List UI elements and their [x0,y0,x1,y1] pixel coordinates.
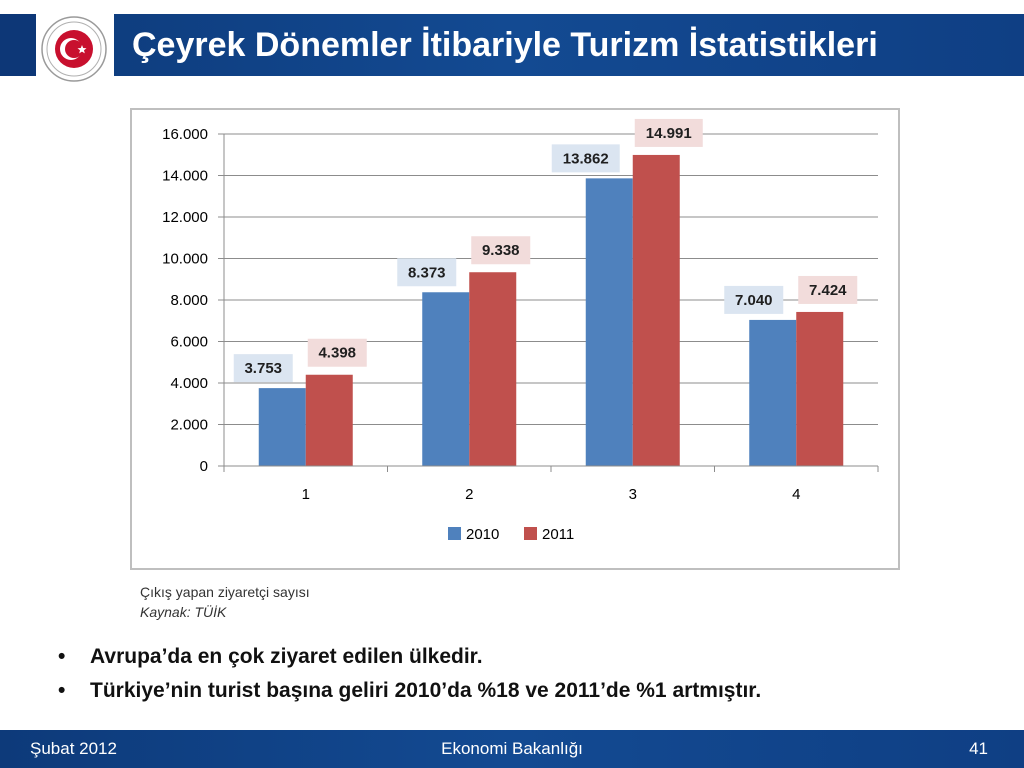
x-tick-label: 4 [792,486,800,503]
data-label-bg [307,338,367,367]
y-tick-label: 6.000 [170,334,208,351]
y-tick-label: 10.000 [162,251,208,268]
legend-swatch [448,527,461,540]
data-label: 7.040 [735,292,773,309]
bar-2010-q1 [258,388,306,466]
x-tick-label: 3 [629,486,637,503]
bullet-marker: • [58,679,66,702]
y-tick-label: 14.000 [162,168,208,185]
legend-label: 2010 [466,526,499,543]
bar-2010-q3 [585,178,633,466]
legend-swatch [524,527,537,540]
data-label: 3.753 [244,360,282,377]
bar-2011-q3 [632,154,680,466]
y-tick-label: 2.000 [170,417,208,434]
y-tick-label: 4.000 [170,375,208,392]
bullet-marker: • [58,645,66,668]
y-tick-label: 0 [200,458,208,475]
header-bar [0,14,1024,76]
chart-description: Çıkış yapan ziyaretçi sayısı [140,584,310,600]
data-label-bg [233,354,293,383]
bar-2011-q2 [469,272,517,466]
footer-date: Şubat 2012 [30,739,117,758]
bar-2011-q4 [796,311,844,466]
bullet-item: • Avrupa’da en çok ziyaret edilen ülkedir… [58,640,761,674]
x-tick-label: 2 [465,486,473,503]
bullet-list: • Avrupa’da en çok ziyaret edilen ülkedir… [58,640,761,708]
chart-caption: Çıkış yapan ziyaretçi sayısı Kaynak: TÜİ… [140,582,310,622]
header-accent-block [0,14,36,76]
bullet-text: Türkiye’nin turist başına geliri 2010’da… [90,679,762,702]
data-label: 14.991 [646,125,692,142]
y-tick-label: 8.000 [170,292,208,309]
chart-source: Kaynak: TÜİK [140,604,227,620]
bar-2011-q1 [305,374,353,466]
bullet-text: Avrupa’da en çok ziyaret edilen ülkedir. [90,645,483,668]
data-label: 7.424 [809,282,847,299]
footer-bar: Şubat 2012 Ekonomi Bakanlığı 41 [0,730,1024,768]
data-label-bg [397,258,457,287]
bullet-item: • Türkiye’nin turist başına geliri 2010’d… [58,674,761,708]
page-title: Çeyrek Dönemler İtibariyle Turizm İstati… [132,26,878,64]
footer-page-number: 41 [969,739,988,758]
data-label: 13.862 [563,150,609,167]
data-label: 9.338 [482,242,520,259]
data-label-bg [798,275,858,304]
x-tick-label: 1 [302,486,310,503]
data-label-bg [634,118,703,147]
footer-organization: Ekonomi Bakanlığı [441,739,583,758]
data-label-bg [551,144,620,173]
data-label: 8.373 [408,264,446,281]
legend-label: 2011 [542,526,574,543]
chart-frame: 0 2.000 4.000 6.000 8.000 10.000 12.000 14.000 1… [130,108,900,570]
y-tick-label: 12.000 [162,209,208,226]
bar-2010-q2 [422,292,470,466]
y-tick-label: 16.000 [162,126,208,143]
data-label: 4.398 [318,345,356,362]
ministry-seal-icon [41,16,107,82]
data-label-bg [724,285,784,314]
data-label-bg [471,236,531,265]
bar-chart: 0 2.000 4.000 6.000 8.000 10.000 12.000 14.000 1… [162,118,879,543]
bar-2010-q4 [749,319,797,466]
